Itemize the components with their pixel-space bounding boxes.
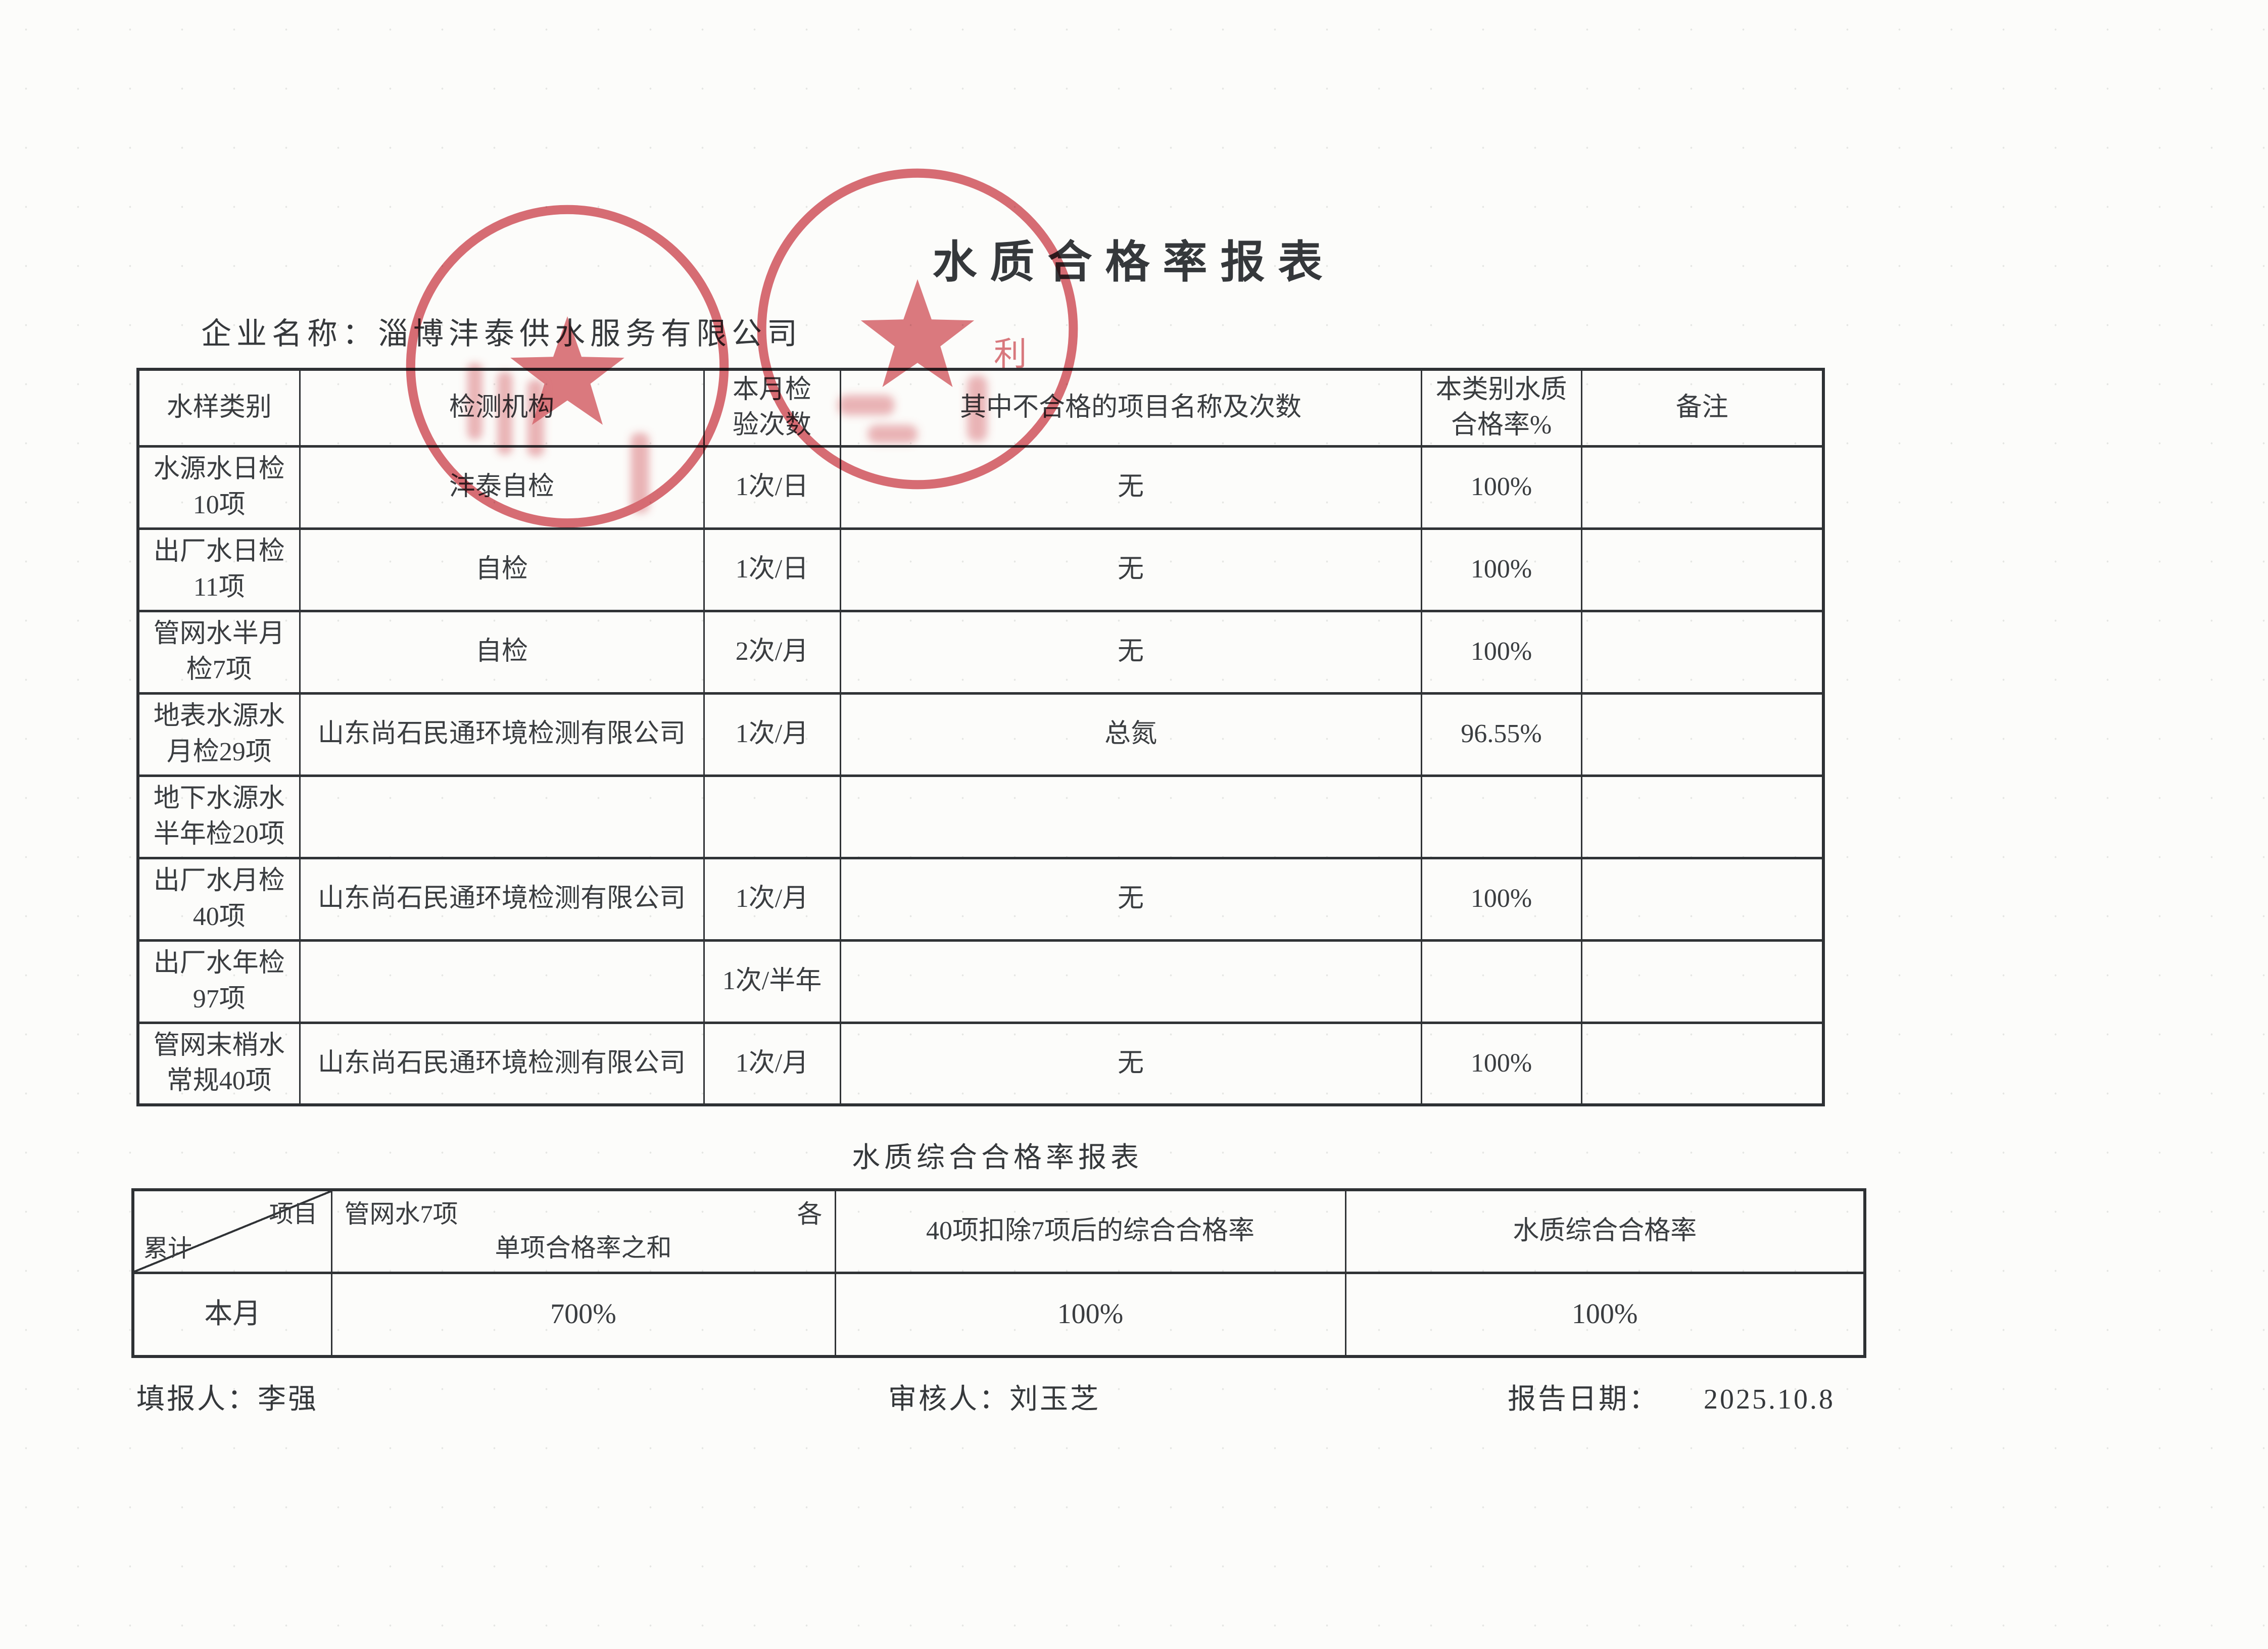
cell-frequency: 1次/半年 xyxy=(703,939,841,1024)
cell-frequency: 1次/月 xyxy=(703,856,841,942)
cell-agency xyxy=(299,774,705,859)
cell-frequency: 2次/月 xyxy=(703,609,841,695)
cell-pass-rate: 100% xyxy=(1420,1021,1582,1106)
summary-data-row: 本月 700% 100% 100% xyxy=(132,1271,1866,1358)
cell-sample-type: 地表水源水月检29项 xyxy=(137,692,301,777)
cell-sum-value: 700% xyxy=(330,1271,836,1358)
cell-pass-rate: 100% xyxy=(1420,527,1582,612)
cell-agency: 沣泰自检 xyxy=(299,445,705,530)
corner-label-item: 项目 xyxy=(269,1201,318,1228)
cell-sample-type: 出厂水月检40项 xyxy=(137,856,301,942)
cell-frequency: 1次/日 xyxy=(703,527,841,612)
table-row: 管网末梢水常规40项 山东尚石民通环境检测有限公司 1次/月 无 100% xyxy=(137,1021,1824,1106)
corner-header-cell: 项目 累计 xyxy=(132,1188,332,1274)
cell-sample-type: 管网水半月检7项 xyxy=(137,609,301,695)
cell-failed-items: 总氮 xyxy=(839,692,1422,777)
table-row: 地表水源水月检29项 山东尚石民通环境检测有限公司 1次/月 总氮 96.55% xyxy=(137,692,1824,777)
cell-frequency xyxy=(703,774,841,859)
cell-failed-items: 无 xyxy=(839,527,1422,612)
summary-table: 项目 累计 管网水7项 各 单项合格率之和 40项扣除7项后的综合合格率 水质综… xyxy=(131,1188,1866,1358)
reviewer-field: 审核人：刘玉芝 xyxy=(888,1376,1100,1417)
header-sample-type: 水样类别 xyxy=(137,368,301,448)
cell-pass-rate: 100% xyxy=(1420,445,1582,530)
table-row: 出厂水月检40项 山东尚石民通环境检测有限公司 1次/月 无 100% xyxy=(137,856,1824,942)
cell-sample-type: 管网末梢水常规40项 xyxy=(137,1021,301,1106)
cell-frequency: 1次/月 xyxy=(703,692,841,777)
cell-sample-type: 出厂水日检11项 xyxy=(137,527,301,612)
table-row: 出厂水年检97项 1次/半年 xyxy=(137,939,1824,1024)
cell-remarks xyxy=(1580,939,1824,1024)
header-monthly-frequency: 本月检验次数 xyxy=(703,368,841,448)
header-pipe-network-sum: 管网水7项 各 单项合格率之和 xyxy=(330,1188,836,1274)
cell-failed-items: 无 xyxy=(839,1021,1422,1106)
cell-remarks xyxy=(1580,527,1824,612)
cell-pass-rate: 96.55% xyxy=(1420,692,1582,777)
cell-remarks xyxy=(1580,1021,1824,1106)
cell-agency xyxy=(299,939,705,1024)
cell-comprehensive-value: 100% xyxy=(1344,1271,1866,1358)
cell-remarks xyxy=(1580,774,1824,859)
header-remarks: 备注 xyxy=(1580,368,1824,448)
reviewer-name: 刘玉芝 xyxy=(1009,1384,1100,1415)
cell-agency: 山东尚石民通环境检测有限公司 xyxy=(299,692,705,777)
cell-remarks xyxy=(1580,609,1824,695)
cell-failed-items: 无 xyxy=(839,856,1422,942)
cell-failed-items: 无 xyxy=(839,609,1422,695)
summary-table-title: 水质综合合格率报表 xyxy=(852,1142,1143,1174)
cell-sample-type: 地下水源水半年检20项 xyxy=(137,774,301,859)
cell-failed-items xyxy=(839,774,1422,859)
cell-pass-rate xyxy=(1420,774,1582,859)
cell-frequency: 1次/日 xyxy=(703,445,841,530)
header-testing-agency: 检测机构 xyxy=(299,368,705,448)
table-row: 水源水日检10项 沣泰自检 1次/日 无 100% xyxy=(137,445,1824,530)
report-date-field: 报告日期： 2025.10.8 xyxy=(1508,1376,1835,1417)
cell-remarks xyxy=(1580,445,1824,530)
cell-failed-items: 无 xyxy=(839,445,1422,530)
cell-pass-rate: 100% xyxy=(1420,609,1582,695)
pass-rate-table: 水样类别 检测机构 本月检验次数 其中不合格的项目名称及次数 本类别水质合格率%… xyxy=(136,368,1825,1106)
table-row: 出厂水日检11项 自检 1次/日 无 100% xyxy=(137,527,1824,612)
company-name-line: 企业名称：淄博沣泰供水服务有限公司 xyxy=(201,317,802,351)
page-title: 水质合格率报表 xyxy=(932,238,1336,287)
report-date-label: 报告日期： xyxy=(1508,1384,1659,1415)
table-row: 管网水半月检7项 自检 2次/月 无 100% xyxy=(137,609,1824,695)
cell-agency: 山东尚石民通环境检测有限公司 xyxy=(299,1021,705,1106)
cell-failed-items xyxy=(839,939,1422,1024)
report-date-value: 2025.10.8 xyxy=(1704,1384,1835,1415)
header-comprehensive-rate: 水质综合合格率 xyxy=(1344,1188,1866,1274)
preparer-field: 填报人：李强 xyxy=(136,1376,318,1417)
cell-pass-rate: 100% xyxy=(1420,856,1582,942)
cell-agency: 自检 xyxy=(299,527,705,612)
cell-agency: 自检 xyxy=(299,609,705,695)
table-header-row: 水样类别 检测机构 本月检验次数 其中不合格的项目名称及次数 本类别水质合格率%… xyxy=(137,368,1824,448)
cell-sample-type: 水源水日检10项 xyxy=(137,445,301,530)
cell-frequency: 1次/月 xyxy=(703,1021,841,1106)
header-failed-items: 其中不合格的项目名称及次数 xyxy=(839,368,1422,448)
header-each-label: 各 xyxy=(797,1199,823,1228)
cell-month-label: 本月 xyxy=(132,1271,332,1358)
reviewer-label: 审核人： xyxy=(888,1384,1009,1415)
header-category-pass-rate: 本类别水质合格率% xyxy=(1420,368,1582,448)
preparer-name: 李强 xyxy=(258,1384,318,1415)
summary-header-row: 项目 累计 管网水7项 各 单项合格率之和 40项扣除7项后的综合合格率 水质综… xyxy=(132,1188,1866,1274)
cell-40-minus-7-value: 100% xyxy=(834,1271,1346,1358)
cell-remarks xyxy=(1580,692,1824,777)
header-sum-of-rates: 单项合格率之和 xyxy=(495,1234,672,1263)
table-row: 地下水源水半年检20项 xyxy=(137,774,1824,859)
cell-remarks xyxy=(1580,856,1824,942)
corner-label-total: 累计 xyxy=(143,1235,192,1262)
cell-sample-type: 出厂水年检97项 xyxy=(137,939,301,1024)
preparer-label: 填报人： xyxy=(136,1384,258,1415)
header-pipe7-label: 管网水7项 xyxy=(344,1199,458,1228)
header-40-minus-7-rate: 40项扣除7项后的综合合格率 xyxy=(834,1188,1346,1274)
cell-pass-rate xyxy=(1420,939,1582,1024)
cell-agency: 山东尚石民通环境检测有限公司 xyxy=(299,856,705,942)
